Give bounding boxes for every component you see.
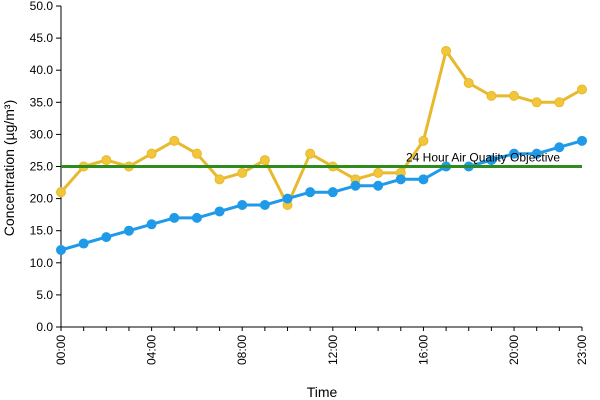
reference-line-group: 24 Hour Air Quality Objective — [61, 151, 582, 168]
series-1-point — [305, 187, 316, 198]
series-1-point — [123, 225, 134, 236]
y-axis-title: Concentration (µg/m³) — [1, 100, 17, 236]
series-1-point — [531, 148, 542, 159]
series-0-point — [56, 187, 66, 198]
series-1-point — [577, 135, 587, 146]
chart-series — [56, 45, 587, 255]
series-0-point — [418, 135, 429, 146]
y-tick-label: 5.0 — [36, 288, 53, 302]
series-1-point — [486, 155, 497, 166]
series-line-0 — [59, 49, 583, 207]
y-tick-label: 30.0 — [30, 127, 54, 141]
series-1-point — [418, 174, 429, 185]
series-0-point — [531, 97, 542, 108]
series-1-point — [395, 174, 406, 185]
series-0-point — [259, 155, 270, 166]
y-tick-label: 20.0 — [30, 192, 54, 206]
series-1-point — [350, 180, 361, 191]
series-1-point — [259, 200, 270, 211]
series-1-point — [554, 142, 565, 153]
series-0-point — [214, 174, 225, 185]
y-axis-ticks: 0.0 5.0 10.0 15.0 20.0 25.0 30.0 35.0 40.0 45.0 50… — [30, 0, 61, 334]
series-1-point — [237, 200, 248, 211]
x-tick-label: 00:00 — [54, 335, 68, 365]
series-0-point — [577, 84, 587, 95]
series-1-point — [282, 193, 293, 204]
series-1-point — [146, 219, 157, 230]
series-0-point — [509, 90, 520, 101]
y-tick-label: 35.0 — [30, 95, 54, 109]
series-0-point — [373, 167, 384, 178]
x-tick-label: 23:00 — [575, 335, 589, 365]
series-0-point — [101, 155, 112, 166]
x-tick-label: 16:00 — [416, 335, 430, 365]
series-0-point — [146, 148, 157, 159]
y-tick-label: 45.0 — [30, 31, 54, 45]
reference-line-label: 24 Hour Air Quality Objective — [406, 151, 560, 165]
series-0-point — [486, 90, 497, 101]
series-1-point — [101, 232, 112, 243]
series-1-point — [373, 180, 384, 191]
y-tick-label: 15.0 — [30, 224, 54, 238]
series-0-point — [169, 135, 180, 146]
series-0-point — [305, 148, 316, 159]
x-tick-label: 08:00 — [235, 335, 249, 365]
x-tick-label: 12:00 — [326, 335, 340, 365]
y-tick-label: 10.0 — [30, 256, 54, 270]
series-0-point — [441, 45, 452, 56]
series-1-point — [169, 212, 180, 223]
series-1-point — [214, 206, 225, 217]
series-0-point — [191, 148, 202, 159]
x-axis-title: Time — [307, 384, 338, 400]
series-0-point — [463, 78, 474, 89]
x-tick-label: 20:00 — [507, 335, 521, 365]
y-tick-label: 50.0 — [30, 0, 54, 13]
series-1-point — [191, 212, 202, 223]
series-1-point — [78, 238, 89, 249]
series-1-point — [327, 187, 338, 198]
series-1-point — [509, 148, 520, 159]
y-tick-label: 40.0 — [30, 63, 54, 77]
y-tick-label: 0.0 — [36, 320, 53, 334]
y-tick-label: 25.0 — [30, 160, 54, 174]
x-tick-label: 04:00 — [145, 335, 159, 365]
series-0-point — [237, 167, 248, 178]
series-0-point — [554, 97, 565, 108]
x-axis-ticks: 00:00 04:00 08:00 12:00 16:00 20:00 23:00 — [54, 327, 589, 365]
series-1-point — [56, 244, 66, 255]
